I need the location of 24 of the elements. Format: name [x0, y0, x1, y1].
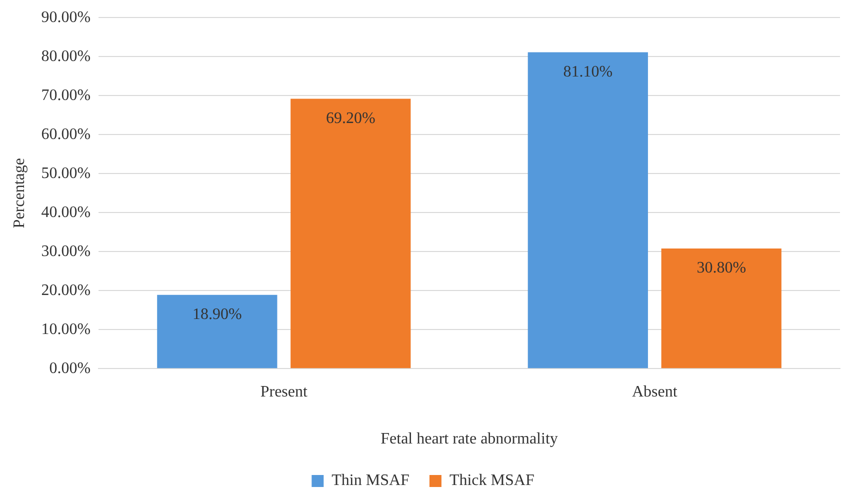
x-tick-label: Present [260, 383, 308, 400]
y-tick-label: 40.00% [41, 204, 91, 221]
data-label: 30.80% [696, 260, 746, 277]
y-tick-label: 90.00% [41, 8, 91, 26]
y-tick-label: 10.00% [41, 320, 91, 338]
bar [528, 52, 648, 368]
legend-label: Thin MSAF [332, 472, 410, 490]
y-tick-label: 70.00% [41, 86, 91, 104]
y-axis-title: Percentage [10, 158, 28, 228]
x-axis-title: Fetal heart rate abnormality [380, 430, 558, 448]
y-tick-label: 80.00% [41, 48, 91, 65]
y-tick-label: 50.00% [41, 164, 91, 182]
y-tick-label: 0.00% [49, 360, 91, 377]
x-tick-label: Absent [632, 383, 678, 400]
y-tick-label: 30.00% [41, 242, 91, 260]
y-tick-label: 20.00% [41, 282, 91, 299]
data-label: 69.20% [326, 110, 376, 127]
bar [661, 248, 782, 368]
data-label: 18.90% [192, 306, 242, 324]
data-label: 81.10% [563, 64, 613, 81]
legend-label: Thick MSAF [449, 472, 534, 490]
bar [290, 98, 411, 368]
y-tick-label: 60.00% [41, 126, 91, 143]
bar [157, 294, 278, 368]
